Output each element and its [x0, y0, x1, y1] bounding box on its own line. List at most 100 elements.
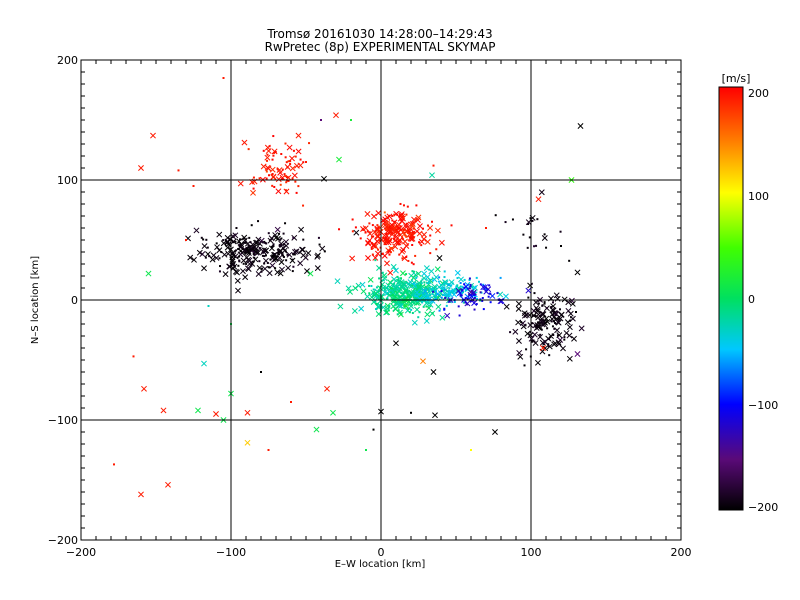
- data-point-dot: [245, 241, 248, 244]
- data-point-dot: [422, 292, 425, 295]
- data-point-cross: [274, 269, 281, 276]
- data-point-cross: [141, 385, 147, 392]
- data-point-cross: [554, 327, 561, 334]
- data-point-cross: [515, 319, 522, 326]
- data-point-dot: [424, 286, 427, 289]
- data-point-dot: [261, 267, 264, 270]
- data-point-cross: [260, 248, 267, 255]
- data-point-cross: [364, 211, 371, 217]
- data-point-dot: [263, 262, 266, 265]
- data-point-dot: [525, 348, 528, 351]
- data-point-dot: [394, 279, 397, 282]
- data-point-dot: [464, 289, 467, 292]
- data-point-cross: [295, 132, 302, 139]
- data-point-cross: [424, 238, 431, 245]
- data-point-dot: [284, 189, 287, 192]
- data-point-cross: [406, 231, 413, 238]
- data-point-cross: [397, 293, 404, 300]
- data-point-cross: [187, 254, 194, 261]
- x-tick-labels: −200 −100 0 100 200: [66, 546, 692, 559]
- data-point-dot: [372, 288, 375, 291]
- data-point-dot: [291, 270, 294, 273]
- data-point-dot: [244, 251, 247, 254]
- data-point-dot: [546, 327, 549, 330]
- data-point-cross: [255, 271, 262, 277]
- data-point-dot: [422, 305, 425, 308]
- data-point-dot: [426, 224, 429, 227]
- data-point-cross: [554, 295, 561, 302]
- data-point-dot: [245, 262, 248, 265]
- data-point-cross: [467, 289, 474, 296]
- data-point-dot: [432, 290, 435, 293]
- data-point-dot: [419, 292, 422, 295]
- data-point-cross: [551, 341, 558, 348]
- data-point-dot: [435, 290, 438, 293]
- data-point-cross: [351, 307, 358, 314]
- data-point-cross: [377, 302, 384, 309]
- data-point-dot: [285, 181, 288, 184]
- data-point-cross: [566, 355, 573, 362]
- data-point-cross: [542, 345, 549, 352]
- data-point-dot: [290, 401, 292, 403]
- data-point-dot: [278, 243, 281, 246]
- data-point-cross: [403, 243, 410, 249]
- data-point-dot: [444, 293, 447, 296]
- data-point-dot: [536, 218, 539, 221]
- data-point-dot: [456, 277, 459, 280]
- data-point-dot: [481, 297, 484, 300]
- data-point-dot: [415, 204, 418, 207]
- data-point-dot: [260, 371, 262, 373]
- data-point-dot: [474, 295, 477, 298]
- data-point-cross: [160, 407, 167, 414]
- data-point-cross: [314, 265, 321, 272]
- data-point-cross: [244, 265, 251, 272]
- colorbar-tick-label: 200: [748, 87, 769, 100]
- data-point-dot: [529, 330, 532, 333]
- data-point-cross: [397, 311, 404, 318]
- data-point-cross: [560, 345, 566, 352]
- data-point-dot: [543, 302, 546, 305]
- data-point-dot: [531, 314, 534, 317]
- data-point-cross: [396, 278, 402, 285]
- data-point-dot: [440, 296, 443, 299]
- data-point-dot: [455, 285, 458, 288]
- data-point-dot: [233, 250, 236, 253]
- data-point-cross: [436, 255, 443, 261]
- data-point-cross: [236, 238, 243, 245]
- data-point-dot: [540, 328, 543, 331]
- data-point-cross: [375, 311, 382, 317]
- data-point-dot: [272, 244, 275, 247]
- data-point-cross: [432, 412, 438, 419]
- data-point-cross: [532, 299, 539, 306]
- data-point-cross: [429, 297, 436, 304]
- data-point-dot: [403, 287, 406, 290]
- data-point-dot: [411, 312, 414, 315]
- data-point-dot: [456, 284, 459, 287]
- data-point-cross: [424, 293, 431, 299]
- data-point-dot: [266, 159, 269, 162]
- data-point-dot: [496, 292, 499, 295]
- data-point-cross: [216, 247, 223, 254]
- data-point-cross: [439, 314, 446, 321]
- colorbar-label: [m/s]: [722, 72, 751, 85]
- data-point-dot: [466, 297, 469, 300]
- data-point-dot: [248, 236, 251, 239]
- data-point-dot: [274, 258, 277, 261]
- data-point-cross: [383, 239, 390, 246]
- data-point-dot: [386, 287, 389, 290]
- data-point-cross: [565, 299, 572, 306]
- data-point-dot: [443, 276, 446, 279]
- data-point-cross: [275, 188, 282, 195]
- data-point-cross: [221, 251, 228, 258]
- data-point-cross: [193, 227, 200, 234]
- data-point-dot: [421, 301, 424, 304]
- data-point-cross: [201, 243, 208, 250]
- data-point-cross: [420, 358, 426, 365]
- data-point-dot: [266, 153, 269, 156]
- data-point-dot: [222, 239, 225, 242]
- data-point-dot: [418, 241, 421, 244]
- data-point-dot: [295, 191, 298, 194]
- data-point-dot: [291, 177, 294, 180]
- data-point-dot: [554, 317, 557, 320]
- data-point-cross: [321, 175, 327, 182]
